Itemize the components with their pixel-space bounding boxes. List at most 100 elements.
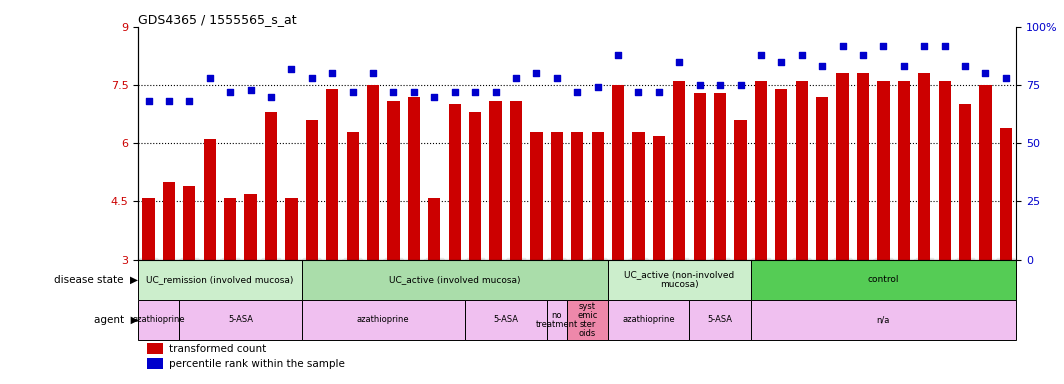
Bar — [147, 358, 163, 369]
Point — [221, 89, 238, 95]
Point — [916, 43, 933, 49]
Bar — [918, 73, 930, 260]
Bar — [489, 101, 502, 260]
Text: agent  ▶: agent ▶ — [94, 315, 138, 325]
Bar — [301, 300, 465, 340]
Bar — [857, 73, 869, 260]
Bar — [608, 300, 689, 340]
Point — [834, 43, 851, 49]
Point — [487, 89, 504, 95]
Point — [630, 89, 647, 95]
Point — [854, 52, 871, 58]
Bar — [714, 93, 727, 260]
Point — [692, 82, 709, 88]
Text: percentile rank within the sample: percentile rank within the sample — [169, 359, 345, 369]
Bar — [754, 81, 767, 260]
Bar — [387, 101, 400, 260]
Text: UC_active (involved mucosa): UC_active (involved mucosa) — [389, 275, 520, 284]
Bar — [959, 104, 971, 260]
Bar — [571, 132, 583, 260]
Bar — [347, 132, 359, 260]
Bar — [816, 97, 828, 260]
Bar — [652, 136, 665, 260]
Bar — [592, 132, 603, 260]
Point — [528, 70, 545, 76]
Point — [344, 89, 361, 95]
Point — [508, 75, 525, 81]
Bar — [776, 89, 787, 260]
Text: UC_active (non-involved
mucosa): UC_active (non-involved mucosa) — [625, 270, 734, 290]
Bar — [530, 132, 543, 260]
Text: 5-ASA: 5-ASA — [228, 315, 253, 324]
Text: GDS4365 / 1555565_s_at: GDS4365 / 1555565_s_at — [138, 13, 297, 26]
Point — [752, 52, 769, 58]
Text: n/a: n/a — [877, 315, 891, 324]
Text: disease state  ▶: disease state ▶ — [54, 275, 138, 285]
Bar — [225, 198, 236, 260]
Point — [263, 94, 280, 100]
Point — [650, 89, 667, 95]
Bar — [469, 112, 481, 260]
Text: syst
emic
ster
oids: syst emic ster oids — [578, 302, 598, 338]
Bar — [179, 300, 301, 340]
Point — [548, 75, 565, 81]
Bar — [428, 198, 440, 260]
Bar — [327, 89, 338, 260]
Point — [161, 98, 178, 104]
Bar — [878, 81, 890, 260]
Bar — [694, 93, 705, 260]
Point — [303, 75, 320, 81]
Bar — [143, 198, 154, 260]
Point — [936, 43, 953, 49]
Point — [772, 59, 789, 65]
Point — [610, 52, 627, 58]
Point — [875, 43, 892, 49]
Point — [712, 82, 729, 88]
Bar — [301, 260, 608, 300]
Point — [405, 89, 422, 95]
Point — [957, 63, 974, 70]
Text: transformed count: transformed count — [169, 344, 266, 354]
Bar — [245, 194, 256, 260]
Point — [365, 70, 382, 76]
Point — [181, 98, 198, 104]
Text: azathioprine: azathioprine — [358, 315, 410, 324]
Bar — [265, 112, 277, 260]
Text: azathioprine: azathioprine — [622, 315, 675, 324]
Bar — [751, 300, 1016, 340]
Bar — [465, 300, 547, 340]
Point — [670, 59, 687, 65]
Bar — [367, 85, 379, 260]
Point — [323, 70, 340, 76]
Bar — [551, 132, 563, 260]
Text: azathioprine: azathioprine — [132, 315, 185, 324]
Bar — [138, 260, 301, 300]
Bar — [305, 120, 318, 260]
Bar — [510, 101, 522, 260]
Bar — [408, 97, 420, 260]
Bar — [183, 186, 196, 260]
Point — [385, 89, 402, 95]
Bar — [203, 139, 216, 260]
Bar — [632, 132, 645, 260]
Bar — [751, 260, 1016, 300]
Bar — [1000, 128, 1012, 260]
Point — [895, 63, 912, 70]
Point — [997, 75, 1014, 81]
Bar — [796, 81, 808, 260]
Point — [814, 63, 831, 70]
Bar — [734, 120, 747, 260]
Bar — [449, 104, 461, 260]
Text: 5-ASA: 5-ASA — [708, 315, 733, 324]
Point — [446, 89, 463, 95]
Bar — [898, 81, 910, 260]
Text: no
treatment: no treatment — [535, 311, 578, 329]
Bar — [689, 300, 751, 340]
Point — [201, 75, 218, 81]
Point — [467, 89, 484, 95]
Point — [283, 66, 300, 72]
Text: control: control — [867, 275, 899, 284]
Point — [794, 52, 811, 58]
Text: UC_remission (involved mucosa): UC_remission (involved mucosa) — [146, 275, 294, 284]
Text: 5-ASA: 5-ASA — [494, 315, 518, 324]
